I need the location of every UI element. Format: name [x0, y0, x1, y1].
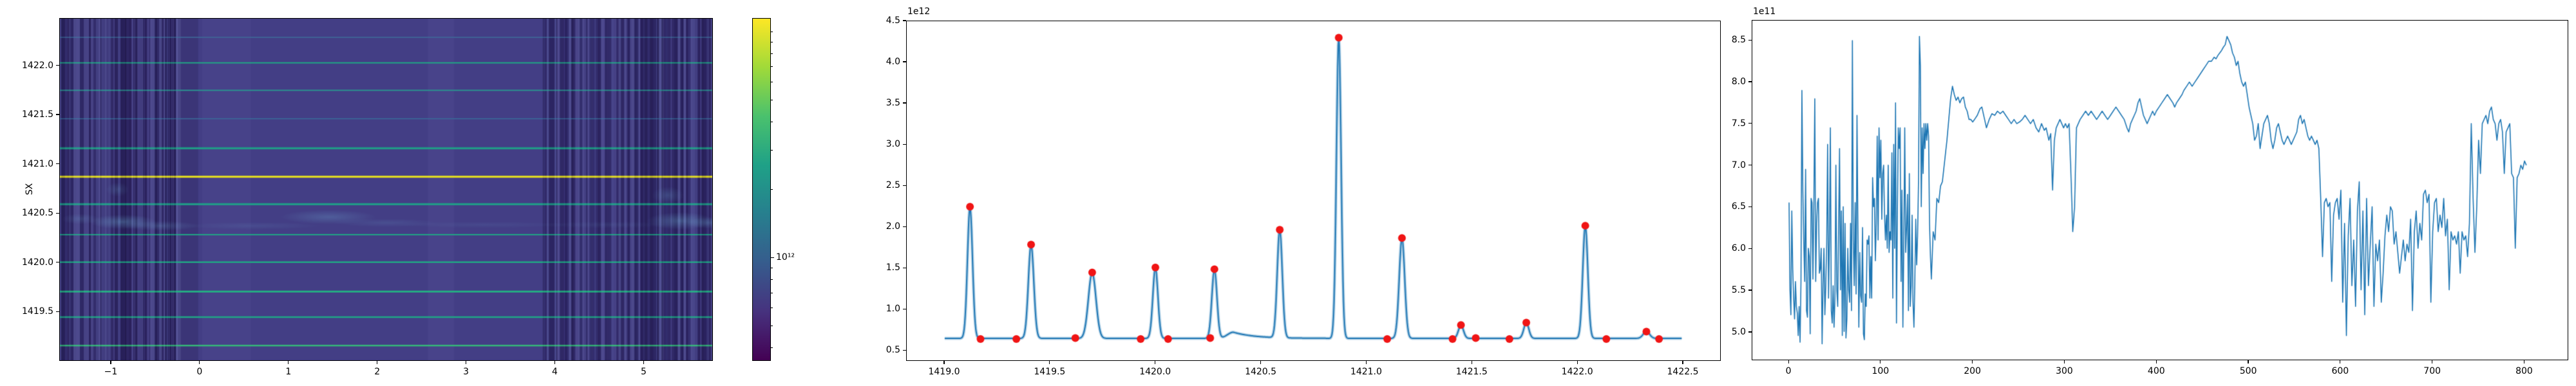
x-tick-mark	[943, 361, 945, 364]
y-tick-mark	[56, 311, 59, 312]
x-tick-label: 4	[552, 367, 558, 377]
colorbar-minor-tick	[771, 66, 773, 68]
y-tick-mark	[1748, 248, 1752, 249]
x-tick-mark	[1972, 360, 1973, 363]
y-tick-label: 1422.0	[22, 60, 53, 71]
y-tick-label: 0.5	[886, 345, 900, 356]
timeseries-axes	[1752, 20, 2568, 360]
x-tick-label: 1422.5	[1667, 367, 1699, 377]
colorbar-tick-label: 10¹²	[776, 252, 795, 262]
y-tick-label: 2.5	[886, 180, 900, 191]
x-tick-mark	[2063, 360, 2065, 363]
y-tick-mark	[56, 64, 59, 66]
x-tick-label: 1422.0	[1561, 367, 1593, 377]
x-tick-label: 1421.0	[1350, 367, 1382, 377]
spectrum-axes	[906, 21, 1721, 361]
y-tick-mark	[1748, 331, 1752, 333]
x-tick-mark	[1260, 361, 1262, 364]
x-tick-label: 400	[2147, 366, 2165, 376]
y-tick-mark	[903, 61, 906, 62]
y-tick-mark	[903, 102, 906, 104]
x-tick-label: 1	[285, 367, 292, 377]
y-tick-mark	[1748, 81, 1752, 82]
y-tick-mark	[903, 143, 906, 145]
x-tick-mark	[643, 361, 645, 364]
x-tick-label: 800	[2515, 366, 2533, 376]
y-tick-label: 2.0	[886, 221, 900, 232]
y-tick-label: 3.5	[886, 98, 900, 109]
y-tick-label: 8.0	[1731, 76, 1746, 87]
x-tick-label: 700	[2423, 366, 2441, 376]
colorbar-minor-tick	[771, 279, 773, 280]
y-tick-label: 1420.5	[22, 208, 53, 219]
heatmap-ylabel: SX	[24, 183, 35, 196]
y-tick-label: 1421.0	[22, 158, 53, 169]
spectrum-canvas	[907, 21, 1720, 360]
x-tick-mark	[1577, 361, 1578, 364]
y-tick-label: 6.0	[1731, 243, 1746, 254]
x-tick-label: 1420.5	[1245, 367, 1277, 377]
y-tick-label: 5.0	[1731, 326, 1746, 337]
x-tick-label: 600	[2331, 366, 2349, 376]
y-tick-mark	[903, 226, 906, 227]
x-tick-label: 0	[1785, 366, 1792, 376]
y-tick-mark	[56, 114, 59, 115]
y-tick-mark	[903, 349, 906, 351]
y-tick-label: 1420.0	[22, 257, 53, 268]
y-tick-label: 1421.5	[22, 109, 53, 120]
timeseries-offset-label: 1e11	[1753, 6, 1776, 17]
x-tick-mark	[110, 361, 111, 364]
y-tick-label: 3.0	[886, 139, 900, 150]
y-tick-mark	[56, 212, 59, 214]
heatmap-canvas	[60, 19, 712, 360]
y-tick-label: 1.5	[886, 262, 900, 273]
y-tick-label: 4.5	[886, 15, 900, 26]
x-tick-mark	[1682, 361, 1683, 364]
x-tick-mark	[554, 361, 556, 364]
x-tick-label: 2	[374, 367, 381, 377]
x-tick-label: 200	[1964, 366, 1982, 376]
x-tick-label: 1420.0	[1139, 367, 1171, 377]
y-tick-label: 6.5	[1731, 201, 1746, 212]
x-tick-label: 1419.5	[1034, 367, 1066, 377]
spectrum-offset-label: 1e12	[907, 6, 931, 17]
y-tick-mark	[903, 185, 906, 186]
y-tick-mark	[903, 20, 906, 21]
x-tick-label: 0	[196, 367, 203, 377]
y-tick-label: 4.0	[886, 57, 900, 68]
colorbar-major-tick	[771, 257, 774, 259]
x-tick-mark	[1788, 360, 1789, 363]
x-tick-label: 1419.0	[928, 367, 960, 377]
y-tick-mark	[56, 163, 59, 165]
colorbar	[752, 18, 771, 361]
timeseries-canvas	[1752, 21, 2568, 360]
x-tick-label: 500	[2239, 366, 2257, 376]
x-tick-label: 5	[640, 367, 647, 377]
x-tick-mark	[1365, 361, 1367, 364]
y-tick-label: 1419.5	[22, 306, 53, 317]
x-tick-mark	[2155, 360, 2157, 363]
x-tick-label: −1	[104, 367, 118, 377]
x-tick-label: 1421.5	[1455, 367, 1488, 377]
x-tick-mark	[199, 361, 200, 364]
colorbar-minor-tick	[771, 189, 773, 190]
heatmap-axes	[59, 18, 713, 361]
y-tick-mark	[1748, 39, 1752, 41]
x-tick-label: 3	[463, 367, 469, 377]
x-tick-label: 300	[2056, 366, 2073, 376]
y-tick-label: 7.0	[1731, 160, 1746, 170]
y-tick-label: 5.5	[1731, 285, 1746, 296]
colorbar-minor-tick	[771, 149, 773, 151]
x-tick-label: 100	[1871, 366, 1889, 376]
colorbar-minor-tick	[771, 347, 773, 349]
y-tick-label: 7.5	[1731, 118, 1746, 129]
colorbar-minor-tick	[771, 53, 773, 54]
y-tick-label: 8.5	[1731, 35, 1746, 46]
y-tick-label: 1.0	[886, 304, 900, 315]
y-tick-mark	[1748, 123, 1752, 124]
x-tick-mark	[1049, 361, 1050, 364]
x-tick-mark	[288, 361, 289, 364]
